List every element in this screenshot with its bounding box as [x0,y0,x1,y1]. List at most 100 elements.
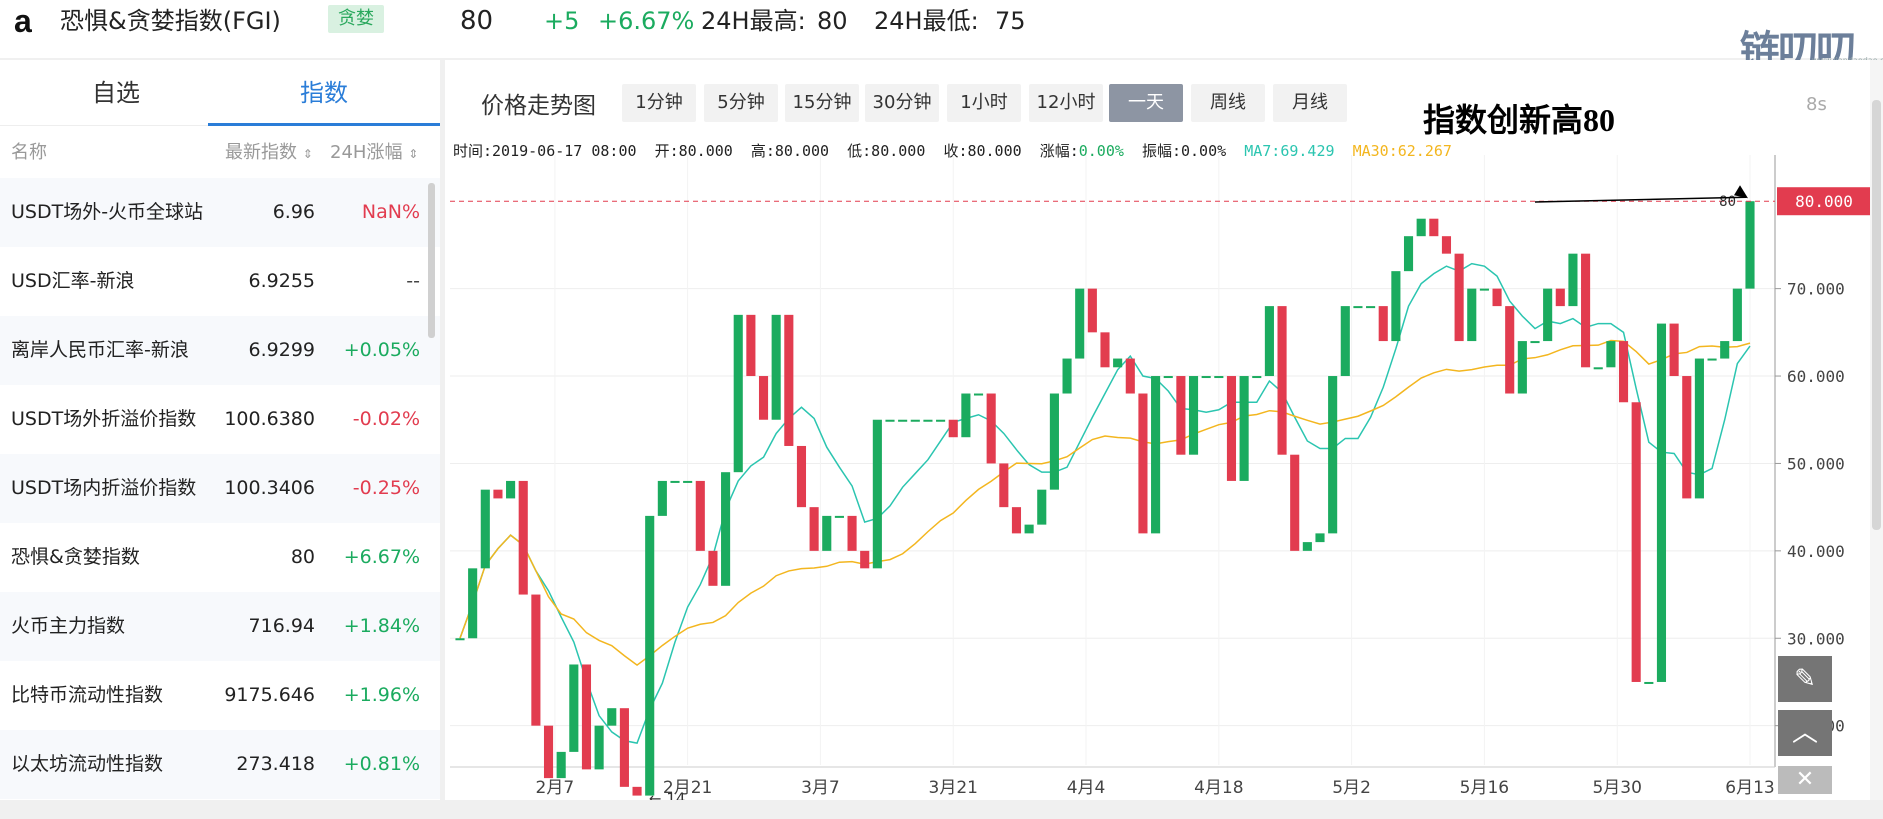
index-change: -0.25% [352,477,420,499]
candle [885,419,895,422]
list-item[interactable]: 比特币流动性指数 9175.646 +1.96% [0,661,440,730]
index-value: 273.418 [236,753,315,775]
index-name: USDT场外-火币全球站 [11,201,204,223]
list-item[interactable]: 恐惧&贪婪指数 80 +6.67% [0,523,440,592]
candlestick-chart[interactable]: 20.00030.00040.00050.00060.00070.0002月72… [445,60,1883,800]
info-ma30: MA30:62.267 [1352,142,1452,160]
candle [569,664,579,752]
close-icon[interactable]: ✕ [1778,766,1832,794]
x-tick-label: 5月2 [1332,778,1371,798]
tab-watchlist[interactable]: 自选 [92,79,140,107]
period-button[interactable]: 一天 [1109,84,1183,122]
column-change[interactable]: 24H涨幅 ⇕ [330,142,419,163]
candle [683,480,693,483]
index-name: 火币主力指数 [11,615,126,637]
index-change: +1.96% [343,684,420,706]
list-header: 名称 最新指数 ⇕ 24H涨幅 ⇕ [0,126,440,180]
sort-icon[interactable]: ⇕ [408,147,419,161]
scroll-up-icon[interactable]: ︿ [1778,710,1832,756]
candle [531,594,541,726]
list-item[interactable]: 离岸人民币汇率-新浪 6.9299 +0.05% [0,316,440,385]
candle [1277,306,1287,455]
candle [1707,358,1717,361]
info-change-label: 涨幅: [1039,142,1079,160]
candle [1252,376,1262,379]
candle [1302,542,1312,551]
candle [796,445,807,508]
candle [1416,218,1426,237]
candle [1125,358,1135,394]
candle [1441,236,1452,254]
y-tick-label: 40.000 [1787,542,1845,561]
index-value: 100.6380 [224,408,315,430]
candle [1163,376,1173,379]
chart-annotation: 指数创新高80 [1423,102,1616,138]
candle [455,638,465,641]
min-label: ← 14 [649,790,685,800]
candle [1745,201,1755,289]
candle [1682,376,1692,499]
x-tick-label: 5月16 [1460,778,1509,798]
candle [1011,507,1022,534]
candle [607,708,617,726]
x-tick-label: 6月13 [1725,778,1774,798]
x-tick-label: 2月7 [536,778,575,798]
index-name: 以太坊流动性指数 [11,753,164,775]
y-tick-label: 30.000 [1787,629,1845,648]
list-item[interactable]: 火币主力指数 716.94 +1.84% [0,592,440,661]
list-item[interactable]: USDT场外-火币全球站 6.96 NaN% [0,178,440,247]
candle [1062,358,1072,394]
index-change: +0.05% [343,339,420,361]
candle [758,376,769,420]
tab-index[interactable]: 指数 [208,60,440,126]
candle [1176,376,1186,455]
max-label: 80 [1719,194,1736,210]
index-value: 9175.646 [224,684,315,706]
period-button[interactable]: 1分钟 [622,84,696,122]
period-button[interactable]: 30分钟 [865,84,939,122]
candle [1366,306,1376,309]
list-item[interactable]: USD汇率-新浪 6.9255 -- [0,247,440,316]
candle [733,314,743,473]
period-button[interactable]: 5分钟 [704,84,778,122]
list-item[interactable]: USDT场外折溢价指数 100.6380 -0.02% [0,385,440,454]
sidebar-tabs: 自选 指数 [0,60,440,126]
period-button[interactable]: 周线 [1191,84,1265,122]
candle [506,480,516,499]
candle [708,550,718,586]
period-button[interactable]: 月线 [1273,84,1347,122]
refresh-timer: 8s [1806,94,1827,115]
period-button[interactable]: 15分钟 [785,84,859,122]
column-latest[interactable]: 最新指数 ⇕ [225,142,313,163]
candle [1075,288,1085,359]
period-button[interactable]: 1小时 [947,84,1021,122]
sidebar-scrollbar[interactable] [428,183,435,338]
page-scrollbar[interactable] [1870,60,1883,800]
info-open: 开:80.000 [654,142,733,160]
list-item[interactable]: USDT场内折溢价指数 100.3406 -0.25% [0,454,440,523]
draw-tool-icon[interactable]: ✎ [1778,656,1832,702]
candle [910,419,920,422]
candle [771,314,781,420]
x-tick-label: 3月7 [801,778,840,798]
candle [746,314,756,377]
app-logo-icon: a [14,3,32,39]
sort-icon[interactable]: ⇕ [302,147,313,161]
candle [1087,288,1097,333]
candle [670,480,680,483]
candle [1581,253,1591,368]
index-sidebar: 自选 指数 名称 最新指数 ⇕ 24H涨幅 ⇕ USDT场外-火币全球站 6.96… [0,60,440,800]
chart-panel: 价格走势图 1分钟 5分钟 15分钟 30分钟 1小时 12小时 一天 周线 月线 8s 时间:… [445,60,1883,800]
index-name: USDT场内折溢价指数 [11,477,197,499]
candle [923,419,933,422]
candle [1151,376,1161,534]
candle [961,393,971,438]
candle [518,480,528,595]
period-button[interactable]: 12小时 [1029,84,1103,122]
y-tick-label: 50.000 [1787,454,1845,473]
candle [948,419,958,438]
column-name: 名称 [11,142,47,163]
candle [1631,402,1641,682]
list-item[interactable]: 以太坊流动性指数 273.418 +0.81% [0,730,440,799]
x-tick-label: 2月21 [663,778,712,798]
